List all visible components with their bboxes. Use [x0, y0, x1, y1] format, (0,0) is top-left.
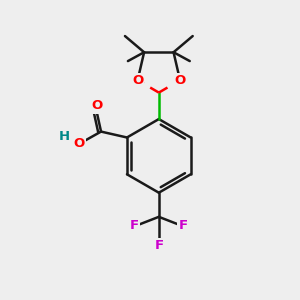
- Text: O: O: [73, 137, 85, 151]
- Text: F: F: [130, 219, 139, 232]
- Text: F: F: [178, 219, 188, 232]
- Text: H: H: [59, 130, 70, 143]
- Text: O: O: [92, 100, 103, 112]
- Text: O: O: [132, 74, 143, 87]
- Text: O: O: [174, 74, 186, 87]
- Text: F: F: [154, 239, 164, 252]
